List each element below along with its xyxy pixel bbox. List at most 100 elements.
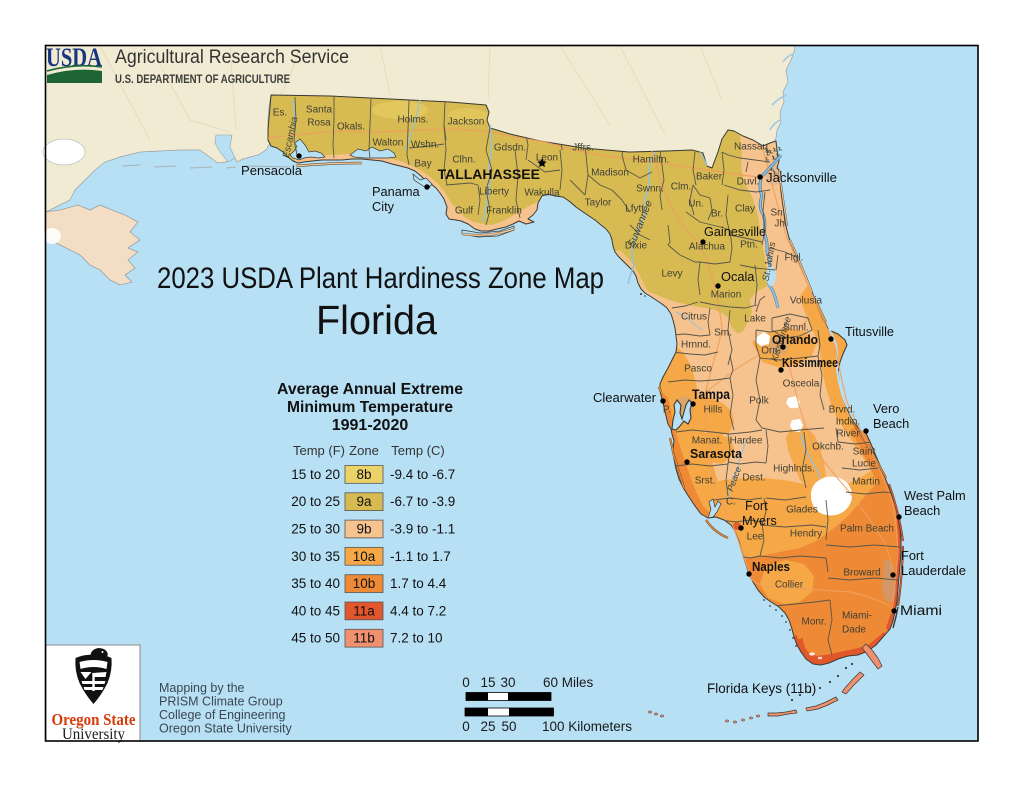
svg-text:10a: 10a [353, 549, 376, 564]
svg-text:Flgl.: Flgl. [785, 253, 804, 264]
svg-text:Osceola: Osceola [783, 379, 820, 390]
svg-text:9a: 9a [356, 494, 372, 509]
svg-text:Miami-: Miami- [842, 611, 872, 622]
svg-text:Taylor: Taylor [585, 198, 612, 209]
svg-text:9b: 9b [356, 522, 371, 537]
svg-text:Alachua: Alachua [689, 242, 726, 253]
svg-text:Clhn.: Clhn. [452, 155, 475, 166]
svg-text:River: River [836, 429, 860, 440]
svg-text:-1.1 to 1.7: -1.1 to 1.7 [390, 549, 451, 564]
svg-text:Lucie: Lucie [852, 459, 876, 470]
svg-text:1991-2020: 1991-2020 [332, 417, 409, 434]
svg-text:Palm Beach: Palm Beach [840, 524, 894, 535]
svg-text:4.4 to 7.2: 4.4 to 7.2 [390, 603, 446, 618]
svg-text:Oregon State: Oregon State [52, 710, 136, 729]
svg-text:-6.7 to -3.9: -6.7 to -3.9 [390, 494, 455, 509]
svg-text:Beach: Beach [904, 503, 940, 518]
svg-text:College of Engineering: College of Engineering [159, 708, 286, 722]
svg-text:Agricultural Research Service: Agricultural Research Service [115, 47, 349, 68]
svg-text:Baker: Baker [696, 172, 723, 183]
svg-text:Fort: Fort [745, 498, 768, 513]
svg-text:Hills: Hills [704, 405, 723, 416]
svg-text:TALLAHASSEE: TALLAHASSEE [438, 166, 540, 182]
svg-text:10b: 10b [353, 576, 376, 591]
svg-text:City: City [372, 199, 395, 214]
svg-text:25: 25 [480, 719, 495, 734]
svg-text:Gdsdn.: Gdsdn. [494, 143, 526, 154]
svg-text:35 to 40: 35 to 40 [291, 576, 340, 591]
svg-text:0: 0 [462, 675, 470, 690]
svg-text:Jacksonville: Jacksonville [766, 170, 837, 185]
svg-text:Hendry: Hendry [790, 529, 822, 540]
svg-text:30: 30 [500, 675, 515, 690]
svg-text:Orn.: Orn. [761, 346, 780, 357]
svg-text:Sn.: Sn. [770, 208, 785, 219]
svg-text:Saint: Saint [853, 447, 876, 458]
svg-text:Es.: Es. [273, 108, 287, 119]
svg-text:Lee: Lee [747, 532, 764, 543]
svg-text:0: 0 [462, 719, 470, 734]
svg-text:Minimum Temperature: Minimum Temperature [287, 399, 453, 416]
svg-text:Clm.: Clm. [671, 182, 692, 193]
svg-text:Indin.: Indin. [836, 417, 860, 428]
svg-text:25 to 30: 25 to 30 [291, 522, 340, 537]
svg-text:Volusia: Volusia [790, 296, 823, 307]
svg-text:15: 15 [480, 675, 495, 690]
svg-text:Okals.: Okals. [337, 122, 365, 133]
svg-text:Hrnnd.: Hrnnd. [681, 340, 711, 351]
svg-text:Temp (C): Temp (C) [391, 443, 444, 458]
svg-text:Santa: Santa [306, 105, 333, 116]
svg-text:Gainesville: Gainesville [704, 224, 766, 239]
svg-text:C.: C. [726, 497, 736, 508]
svg-text:Lfytt.: Lfytt. [625, 204, 647, 215]
svg-text:Titusville: Titusville [845, 324, 894, 339]
svg-text:Highlnds.: Highlnds. [773, 464, 815, 475]
svg-text:Martin: Martin [852, 477, 880, 488]
svg-text:-9.4 to -6.7: -9.4 to -6.7 [390, 467, 455, 482]
svg-text:Clearwater: Clearwater [593, 390, 657, 405]
svg-text:Polk: Polk [749, 396, 769, 407]
svg-text:Dade: Dade [842, 625, 866, 636]
svg-text:Sarasota: Sarasota [690, 446, 743, 461]
svg-text:Gulf: Gulf [455, 206, 474, 217]
svg-text:Ptn.: Ptn. [740, 240, 758, 251]
svg-text:8b: 8b [356, 467, 371, 482]
svg-text:U.S. DEPARTMENT OF AGRICULTURE: U.S. DEPARTMENT OF AGRICULTURE [115, 72, 290, 86]
svg-text:15 to 20: 15 to 20 [291, 467, 340, 482]
svg-text:Hardee: Hardee [730, 436, 763, 447]
svg-text:40 to 45: 40 to 45 [291, 603, 340, 618]
svg-text:Levy: Levy [661, 269, 682, 280]
svg-text:Un.: Un. [688, 199, 704, 210]
svg-text:Pasco: Pasco [684, 364, 712, 375]
svg-text:Tampa: Tampa [692, 387, 730, 402]
svg-text:Lake: Lake [744, 314, 766, 325]
svg-text:Florida: Florida [316, 297, 437, 343]
svg-text:Bay: Bay [414, 159, 431, 170]
svg-text:Citrus: Citrus [681, 312, 707, 323]
svg-text:Smnl.: Smnl. [783, 323, 809, 334]
svg-text:Duvl.: Duvl. [737, 177, 760, 188]
svg-text:Pensacola: Pensacola [241, 163, 303, 178]
svg-text:Wakulla: Wakulla [524, 188, 560, 199]
svg-text:Average Annual Extreme: Average Annual Extreme [277, 381, 463, 398]
svg-text:2023 USDA Plant Hardiness Zone: 2023 USDA Plant Hardiness Zone Map [157, 262, 604, 295]
svg-text:Orlando: Orlando [772, 332, 818, 347]
svg-text:Hamiltn.: Hamiltn. [633, 155, 670, 166]
svg-text:Mapping by the: Mapping by the [159, 681, 245, 695]
svg-text:Rosa: Rosa [307, 118, 331, 129]
svg-text:Sm.: Sm. [714, 328, 732, 339]
svg-text:Beach: Beach [873, 416, 909, 431]
svg-text:Holms.: Holms. [397, 115, 428, 126]
svg-text:Swnn.: Swnn. [636, 184, 664, 195]
svg-text:Monr.: Monr. [801, 617, 826, 628]
svg-text:Srst.: Srst. [695, 476, 716, 487]
svg-text:Nassau: Nassau [734, 142, 768, 153]
svg-text:50: 50 [501, 719, 516, 734]
svg-text:Ocala: Ocala [721, 269, 755, 284]
svg-text:Panama: Panama [372, 184, 421, 199]
svg-text:Madison: Madison [591, 168, 629, 179]
svg-text:45 to 50: 45 to 50 [291, 631, 340, 646]
svg-text:Oregon State University: Oregon State University [159, 722, 292, 736]
svg-text:Walton: Walton [373, 138, 404, 149]
svg-text:Fort: Fort [901, 548, 924, 563]
